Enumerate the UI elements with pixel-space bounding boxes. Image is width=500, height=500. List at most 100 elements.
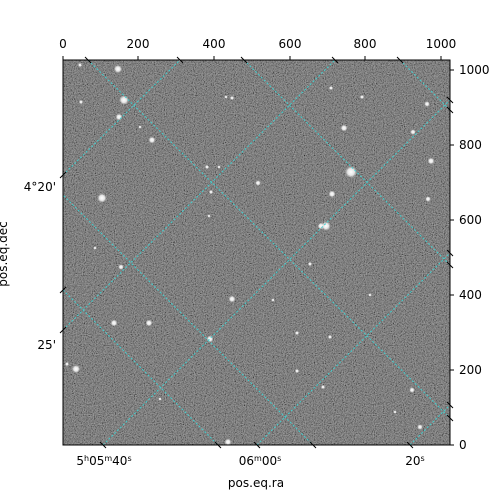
star [321,221,331,231]
top-tick-label: 200 [127,37,150,51]
grid-line [63,289,219,445]
star [118,264,124,270]
star [393,410,397,414]
star [119,95,129,105]
star [410,129,416,135]
star [424,101,430,107]
tick-mark [176,56,184,64]
tick-mark [396,56,404,64]
pixel-axis-ticks [59,56,454,449]
star [344,165,358,179]
coordinate-grid [63,60,450,445]
star [417,424,423,430]
ra-tick-label: 5h05m40s [76,454,131,469]
tick-mark [446,96,454,104]
star [328,85,334,91]
star [359,94,365,100]
image-noise [63,60,450,445]
right-tick-label: 800 [459,138,482,152]
top-tick-label: 600 [279,37,302,51]
ra-tick-label: 06m00s [239,454,282,469]
dec-axis: 4°20' 25' [24,180,56,352]
star [97,193,107,203]
star [320,384,326,390]
tick-mark [240,56,248,64]
tick-mark [446,401,454,409]
star [145,319,153,327]
right-axis: 0 200 400 600 800 1000 [459,63,490,452]
star [425,196,431,202]
star [138,125,142,129]
grid-line [409,404,450,445]
star [148,136,156,144]
right-tick-label: 1000 [459,63,490,77]
right-tick-label: 0 [459,438,467,452]
star [113,64,123,74]
top-tick-label: 400 [203,37,226,51]
top-axis: 0 200 400 600 800 1000 [59,37,456,51]
star [78,99,84,105]
grid-line [102,99,450,445]
tick-mark [446,261,454,269]
grid-line [63,194,314,445]
star [93,246,97,250]
star [217,165,221,169]
ra-tick-label: 20s [405,454,424,469]
sky-image [63,60,450,445]
star [77,62,83,68]
star [294,330,300,336]
top-tick-label: 800 [354,37,377,51]
star [307,261,313,267]
star [328,190,336,198]
star [340,124,348,132]
star [368,293,372,297]
star [207,214,211,218]
star [228,295,236,303]
right-tick-label: 200 [459,363,482,377]
tick-mark [331,56,339,64]
star [158,397,162,401]
top-tick-label: 0 [59,37,67,51]
right-tick-label: 400 [459,288,482,302]
tick-mark [214,441,222,449]
star [327,334,333,340]
star [294,368,300,374]
tick-mark [309,441,317,449]
tick-mark [99,441,107,449]
star [317,222,325,230]
tick-mark [406,441,414,449]
star [229,95,235,101]
star [64,361,70,367]
star [409,387,415,393]
right-tick-label: 600 [459,213,482,227]
tick-mark [446,106,454,114]
x-axis-title: pos.eq.ra [228,476,284,490]
tick-mark [253,441,261,449]
star [224,438,232,445]
grid-line [87,60,450,419]
star [427,157,435,165]
grid-line [243,60,450,266]
star [204,164,210,170]
tick-mark [59,171,67,179]
dec-tick-label: 4°20' [24,180,56,194]
grid-line [256,252,450,445]
y-axis-title: pos.eq.dec [0,221,10,286]
star [115,113,123,121]
top-tick-label: 1000 [426,37,457,51]
star [271,298,275,302]
tick-mark [84,56,92,64]
star [255,180,261,186]
star [71,364,81,374]
star [110,319,118,327]
grid-line [63,60,181,176]
star [208,189,214,195]
dec-tick-label: 25' [37,338,56,352]
tick-mark [446,414,454,422]
tick-mark [59,326,67,334]
tick-mark [446,249,454,257]
star [206,335,214,343]
tick-mark [59,286,67,294]
star [224,95,228,99]
